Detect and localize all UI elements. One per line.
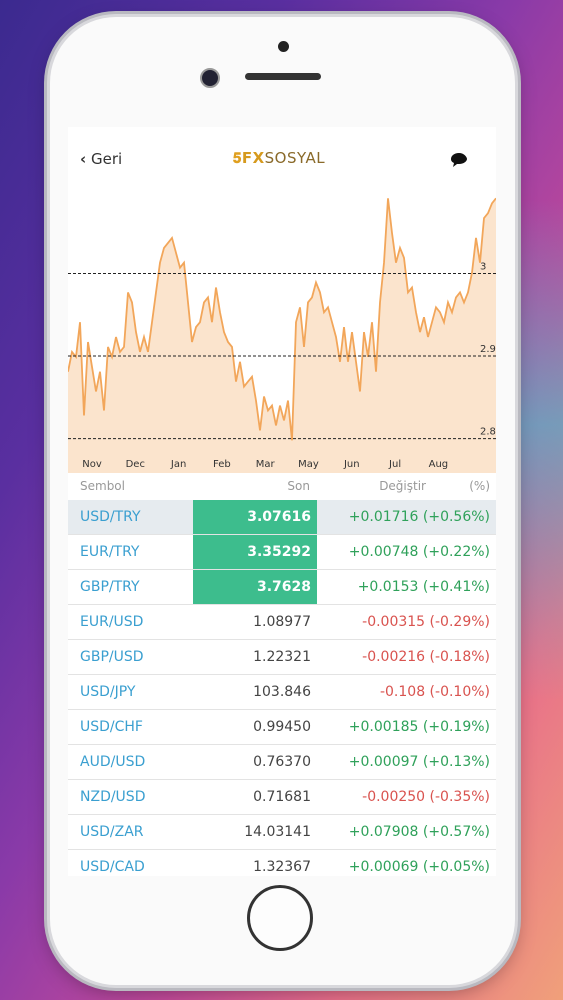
back-label: Geri (90, 150, 123, 168)
symbol: GBP/TRY (80, 579, 140, 595)
line (68, 197, 496, 441)
table-row[interactable]: USD/JPY 103.846 -0.108 (-0.10%) (68, 675, 496, 710)
back-button[interactable]: ‹ Geri (80, 150, 123, 168)
symbol: USD/CAD (80, 859, 145, 875)
symbol: EUR/TRY (80, 544, 140, 560)
table-row[interactable]: GBP/TRY 3.7628 +0.0153 (+0.41%) (68, 570, 496, 605)
last-price: 14.03141 (244, 824, 311, 840)
last-price: 1.22321 (253, 649, 311, 665)
last-price: 0.71681 (253, 789, 311, 805)
x-tick-label: Aug (429, 459, 449, 470)
x-tick-label: Mar (256, 459, 276, 470)
column-header: Sembol (80, 479, 125, 493)
symbol: USD/ZAR (80, 824, 144, 840)
camera (200, 68, 220, 88)
x-tick-label: Jul (388, 459, 401, 470)
sensor (278, 41, 289, 52)
change: +0.07908 (+0.57%) (348, 824, 490, 840)
change: -0.108 (-0.10%) (379, 684, 490, 700)
chart-background (68, 193, 496, 473)
x-tick-label: Feb (213, 459, 231, 470)
y-tick-label: 2.8 (480, 427, 496, 438)
last-price: 103.846 (253, 684, 311, 700)
last-price: 3.7628 (193, 570, 317, 604)
change: +0.00097 (+0.13%) (348, 754, 490, 770)
last-price: 0.99450 (253, 719, 311, 735)
table-row[interactable]: USD/CAD 1.32367 +0.00069 (+0.05%) (68, 850, 496, 876)
symbol: AUD/USD (80, 754, 146, 770)
y-tick-label: 3 (480, 261, 486, 272)
logo-suffix: SOSYAL (264, 149, 326, 167)
area-fill (68, 198, 496, 473)
x-tick-label: Jun (343, 459, 360, 470)
last-price: 3.35292 (193, 535, 317, 569)
column-header: (%) (469, 479, 490, 493)
change: -0.00250 (-0.35%) (362, 789, 490, 805)
table-row[interactable]: USD/ZAR 14.03141 +0.07908 (+0.57%) (68, 815, 496, 850)
chart: 2.8 2.9 3 Nov Dec Jan Feb Mar May Jun Jul Aug (68, 193, 496, 473)
table-header: Sembol Son Değiştir (%) (68, 474, 496, 501)
x-tick-label: Jan (170, 459, 186, 470)
column-header: Son (287, 479, 310, 493)
last-price: 1.08977 (253, 614, 311, 630)
change: +0.00185 (+0.19%) (348, 719, 490, 735)
table-row[interactable]: EUR/TRY 3.35292 +0.00748 (+0.22%) (68, 535, 496, 570)
y-tick-label: 2.9 (480, 344, 496, 355)
symbol: USD/TRY (80, 509, 141, 525)
symbol: USD/JPY (80, 684, 136, 700)
table-row[interactable]: AUD/USD 0.76370 +0.00097 (+0.13%) (68, 745, 496, 780)
chat-icon[interactable] (450, 152, 468, 168)
x-tick-label: Dec (126, 459, 145, 470)
change: -0.00315 (-0.29%) (362, 614, 490, 630)
last-price: 1.32367 (253, 859, 311, 875)
logo: 𝟓FXSOSYAL (233, 149, 326, 167)
home-button[interactable] (247, 885, 313, 951)
symbol: USD/CHF (80, 719, 143, 735)
table-row[interactable]: USD/CHF 0.99450 +0.00185 (+0.19%) (68, 710, 496, 745)
table-row[interactable]: NZD/USD 0.71681 -0.00250 (-0.35%) (68, 780, 496, 815)
symbol: GBP/USD (80, 649, 144, 665)
x-tick-label: May (298, 459, 319, 470)
symbol: EUR/USD (80, 614, 144, 630)
change: +0.00748 (+0.22%) (348, 544, 490, 560)
app-screen: ‹ Geri 𝟓FXSOSYAL 2.8 2.9 3 Nov Dec Jan Feb Mar M… (68, 127, 496, 876)
change: +0.0153 (+0.41%) (357, 579, 490, 595)
change: -0.00216 (-0.18%) (362, 649, 490, 665)
change: +0.01716 (+0.56%) (348, 509, 490, 525)
x-tick-label: Nov (82, 459, 102, 470)
table-row[interactable]: EUR/USD 1.08977 -0.00315 (-0.29%) (68, 605, 496, 640)
table-row[interactable]: USD/TRY 3.07616 +0.01716 (+0.56%) (68, 500, 496, 535)
last-price: 0.76370 (253, 754, 311, 770)
table-row[interactable]: GBP/USD 1.22321 -0.00216 (-0.18%) (68, 640, 496, 675)
last-price: 3.07616 (193, 500, 317, 534)
app-header: ‹ Geri 𝟓FXSOSYAL (68, 127, 496, 193)
speaker (245, 73, 321, 80)
symbol: NZD/USD (80, 789, 146, 805)
change: +0.00069 (+0.05%) (348, 859, 490, 875)
column-header: Değiştir (379, 479, 426, 493)
logo-prefix: FX (241, 149, 265, 167)
